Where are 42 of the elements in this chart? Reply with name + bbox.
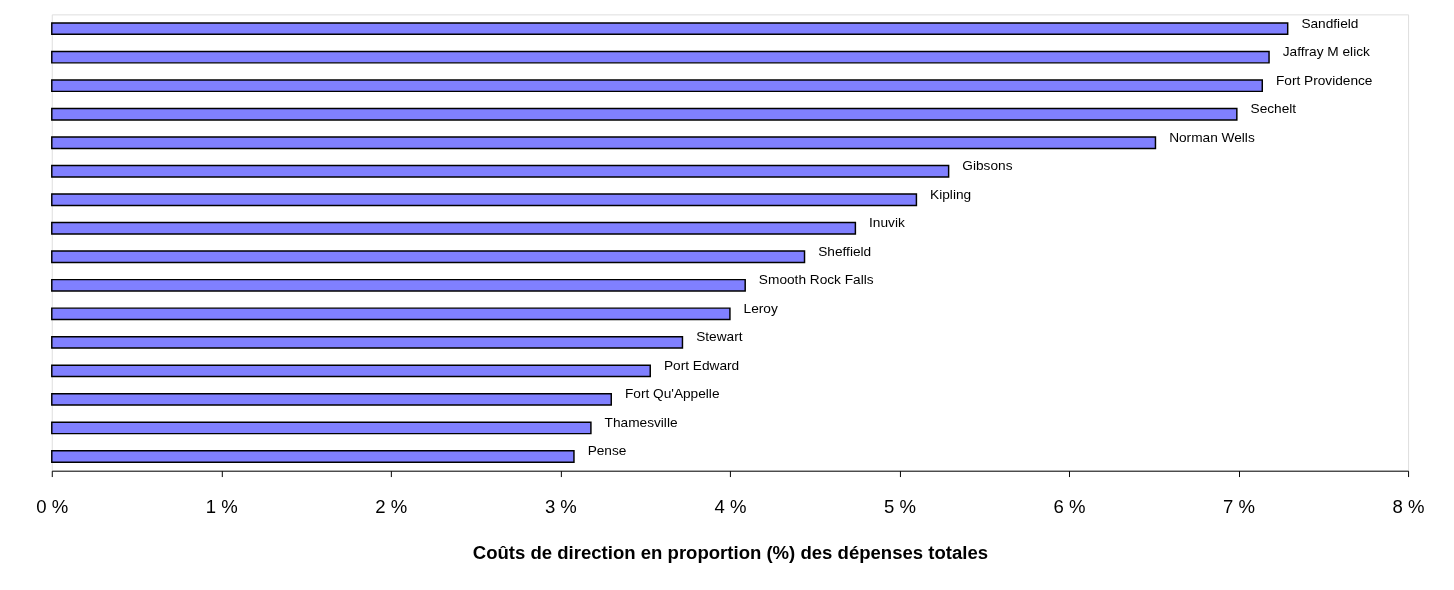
x-axis-title: Coûts de direction en proportion (%) des dépenses totales — [472, 542, 989, 564]
y-tick-label: Sechelt — [1250, 101, 1297, 117]
y-tick-label: Inuvik — [869, 215, 905, 231]
y-tick-label: Smooth Rock Falls — [758, 272, 874, 288]
x-tick-label: 7 % — [1223, 496, 1256, 518]
x-tick-label: 5 % — [883, 496, 916, 518]
x-tick-label: 2 % — [375, 496, 408, 518]
y-tick-label: Kipling — [930, 186, 972, 202]
y-tick-label: Fort Qu'Appelle — [624, 386, 720, 402]
bar — [51, 364, 651, 378]
bar — [51, 221, 857, 235]
y-tick-label: Gibsons — [962, 158, 1013, 174]
bar — [51, 79, 1264, 93]
x-tick-label: 0 % — [36, 496, 69, 518]
bar — [51, 421, 592, 435]
y-tick-label: Stewart — [696, 329, 743, 345]
bar — [51, 22, 1289, 36]
y-tick-label: Leroy — [743, 300, 778, 316]
x-tick-label: 4 % — [714, 496, 747, 518]
y-tick-label: Thamesville — [604, 414, 678, 430]
y-tick-label: Port Edward — [663, 357, 740, 373]
bar — [51, 278, 746, 292]
bar — [51, 450, 575, 463]
bar — [51, 250, 806, 264]
bar — [51, 136, 1157, 150]
y-tick-label: Pense — [587, 443, 627, 459]
bar — [51, 392, 612, 406]
x-tick-label: 3 % — [544, 496, 577, 518]
bar — [51, 193, 918, 207]
bar — [51, 107, 1238, 121]
y-tick-label: Norman Wells — [1169, 129, 1255, 145]
bar — [51, 335, 684, 349]
x-tick-label: 8 % — [1392, 496, 1425, 518]
y-tick-label: Sheffield — [818, 243, 872, 259]
bar — [51, 50, 1270, 64]
y-tick-label: Sandfield — [1301, 15, 1359, 31]
x-tick-label: 1 % — [205, 496, 238, 518]
bar — [51, 164, 950, 178]
x-tick-label: 6 % — [1053, 496, 1086, 518]
bar — [51, 307, 731, 321]
y-tick-label: Fort Providence — [1275, 72, 1373, 88]
y-tick-label: Jaffray M elick — [1282, 44, 1371, 60]
